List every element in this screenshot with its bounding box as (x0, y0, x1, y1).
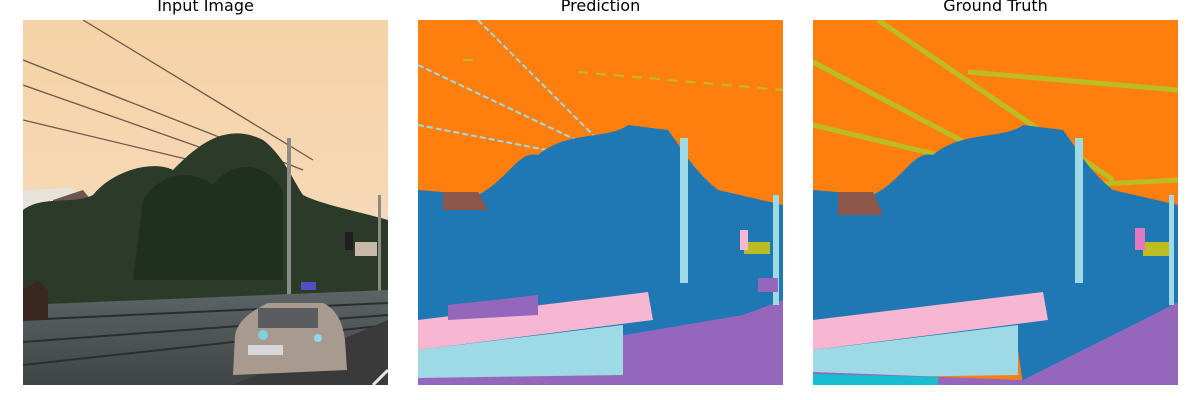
input-photo (23, 20, 388, 385)
panel-title-prediction: Prediction (560, 0, 641, 15)
panel-input-image: Input Image (23, 0, 388, 400)
panel-prediction: Prediction (418, 0, 783, 400)
panel-title-input: Input Image (157, 0, 254, 15)
panel-title-ground-truth: Ground Truth (943, 0, 1048, 15)
prediction-mask (418, 20, 783, 385)
panel-ground-truth: Ground Truth (813, 0, 1178, 400)
ground-truth-mask (813, 20, 1178, 385)
